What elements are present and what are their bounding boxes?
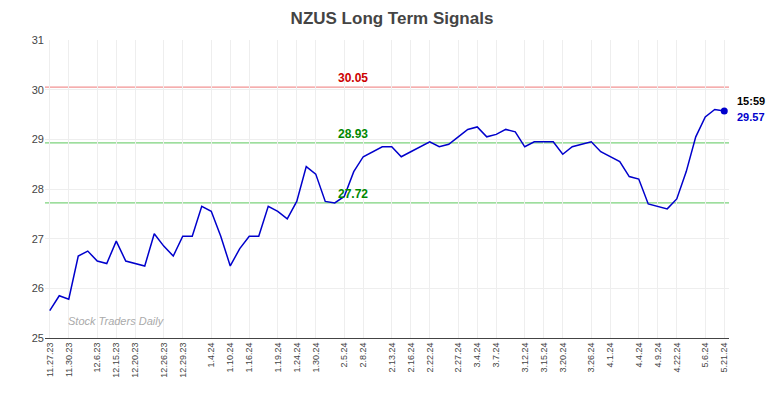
svg-text:3.26.24: 3.26.24 — [586, 343, 596, 373]
svg-text:27.72: 27.72 — [338, 187, 368, 201]
svg-text:30.05: 30.05 — [338, 71, 368, 85]
svg-text:1.4.24: 1.4.24 — [206, 343, 216, 368]
svg-text:4.1.24: 4.1.24 — [605, 343, 615, 368]
svg-text:1.10.24: 1.10.24 — [225, 343, 235, 373]
svg-text:27: 27 — [32, 233, 44, 245]
svg-text:12.15.23: 12.15.23 — [111, 343, 121, 378]
svg-text:11.27.23: 11.27.23 — [45, 343, 55, 377]
svg-text:4.4.24: 4.4.24 — [634, 343, 644, 368]
svg-text:3.7.24: 3.7.24 — [491, 343, 501, 368]
svg-text:1.24.24: 1.24.24 — [292, 343, 302, 373]
svg-text:2.5.24: 2.5.24 — [339, 343, 349, 368]
svg-text:3.4.24: 3.4.24 — [472, 343, 482, 368]
svg-text:30: 30 — [32, 84, 44, 96]
svg-text:4.9.24: 4.9.24 — [653, 343, 663, 368]
svg-text:NZUS Long Term Signals: NZUS Long Term Signals — [291, 9, 494, 28]
svg-text:5.6.24: 5.6.24 — [700, 343, 710, 368]
svg-text:12.26.23: 12.26.23 — [159, 343, 169, 378]
svg-text:3.15.24: 3.15.24 — [539, 343, 549, 373]
svg-text:2.22.24: 2.22.24 — [425, 343, 435, 373]
svg-text:15:59: 15:59 — [737, 95, 765, 107]
svg-text:2.27.24: 2.27.24 — [453, 343, 463, 373]
svg-text:12.29.23: 12.29.23 — [178, 343, 188, 378]
svg-text:1.19.24: 1.19.24 — [273, 343, 283, 373]
svg-text:2.8.24: 2.8.24 — [358, 343, 368, 368]
svg-text:Stock Traders Daily: Stock Traders Daily — [68, 315, 165, 327]
svg-text:1.30.24: 1.30.24 — [311, 343, 321, 373]
svg-text:28: 28 — [32, 183, 44, 195]
svg-text:31: 31 — [32, 34, 44, 46]
svg-text:3.12.24: 3.12.24 — [520, 343, 530, 373]
svg-text:3.20.24: 3.20.24 — [558, 343, 568, 373]
svg-text:2.16.24: 2.16.24 — [406, 343, 416, 373]
svg-text:28.93: 28.93 — [338, 127, 368, 141]
svg-text:29: 29 — [32, 133, 44, 145]
svg-text:25: 25 — [32, 332, 44, 344]
svg-text:26: 26 — [32, 282, 44, 294]
svg-text:12.20.23: 12.20.23 — [130, 343, 140, 378]
svg-text:2.13.24: 2.13.24 — [387, 343, 397, 373]
svg-text:29.57: 29.57 — [737, 111, 765, 123]
svg-text:1.16.24: 1.16.24 — [244, 343, 254, 373]
svg-text:11.30.23: 11.30.23 — [64, 343, 74, 377]
svg-text:12.6.23: 12.6.23 — [92, 343, 102, 373]
svg-text:5.21.24: 5.21.24 — [719, 343, 729, 373]
svg-text:4.22.24: 4.22.24 — [672, 343, 682, 373]
